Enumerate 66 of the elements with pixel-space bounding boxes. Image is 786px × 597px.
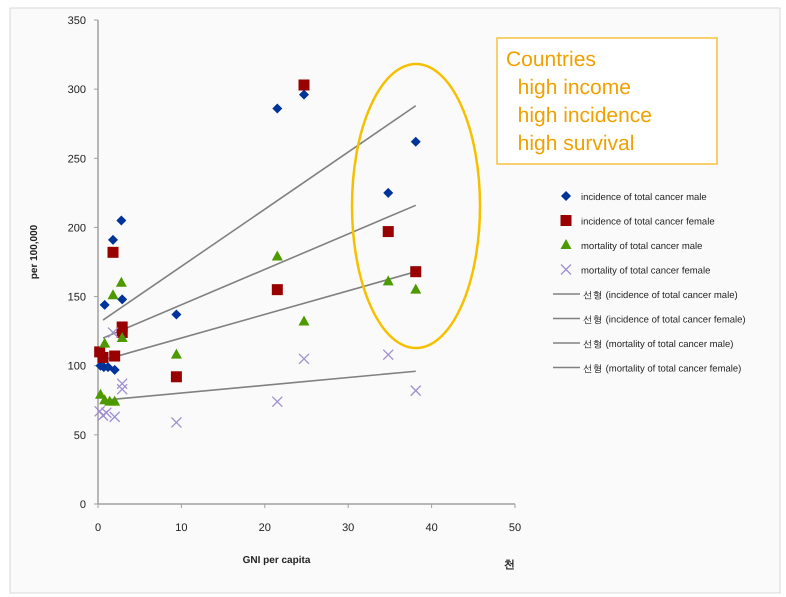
point — [272, 396, 283, 408]
y-tick-label: 100 — [68, 360, 86, 373]
x-axis-title: GNI per capita — [242, 555, 311, 566]
x-tick-label: 10 — [175, 522, 188, 534]
text: 천 — [504, 559, 515, 571]
point — [410, 266, 422, 278]
point — [98, 352, 109, 363]
legend-label: 선형 (mortality of total cancer male) — [583, 339, 734, 350]
point — [116, 384, 128, 395]
legend-label: 선형 (incidence of total cancer male) — [583, 290, 738, 301]
y-tick-label: 350 — [68, 15, 86, 27]
point — [272, 250, 283, 260]
y-tick-label: 150 — [68, 292, 86, 304]
x-tick-label: 50 — [508, 522, 522, 534]
point — [116, 378, 128, 390]
point — [107, 326, 119, 338]
point — [410, 136, 421, 147]
point — [298, 353, 310, 364]
point — [170, 348, 182, 359]
point — [108, 246, 119, 258]
annotation: Countries high income high incidence high survival — [506, 48, 652, 155]
y-tick-label: 200 — [68, 222, 86, 234]
point — [383, 188, 394, 198]
point — [382, 226, 394, 238]
point — [109, 350, 120, 362]
point — [100, 407, 112, 418]
point — [117, 294, 128, 304]
legend-label: incidence of total cancer male — [581, 192, 707, 203]
point — [94, 406, 106, 417]
point — [116, 332, 128, 342]
point — [170, 371, 182, 382]
point — [116, 216, 126, 226]
legend-label: incidence of total cancer female — [581, 216, 715, 228]
y-tick-label: 50 — [74, 430, 86, 442]
point — [108, 234, 118, 245]
point — [109, 411, 120, 423]
y-tick-label: 0 — [80, 499, 86, 511]
point — [382, 349, 394, 360]
point — [410, 384, 422, 396]
legend-label: mortality of total cancer male — [581, 241, 702, 252]
point — [298, 79, 310, 90]
legend-label: 선형 (incidence of total cancer female) — [583, 314, 746, 326]
point — [410, 284, 422, 294]
y-axis-title: per 100,000 — [29, 224, 40, 280]
x-tick-label: 30 — [342, 522, 354, 534]
point — [171, 310, 182, 320]
point — [109, 396, 120, 406]
point — [100, 300, 110, 310]
point — [170, 416, 182, 428]
x-tick-label: 40 — [425, 522, 438, 534]
point — [272, 284, 283, 296]
point — [116, 276, 127, 287]
y-tick-label: 250 — [68, 153, 86, 166]
point — [299, 90, 309, 100]
point — [110, 364, 120, 375]
point — [382, 275, 394, 286]
x-tick-label: 20 — [258, 522, 271, 534]
point — [99, 338, 110, 348]
point — [272, 104, 282, 114]
y-tick-label: 300 — [68, 84, 86, 96]
legend-label: mortality of total cancer female — [581, 266, 710, 276]
point — [108, 289, 119, 300]
x-tick-label: 0 — [94, 522, 102, 534]
point — [298, 315, 310, 326]
point — [97, 410, 109, 422]
legend-label: 선형 (mortality of total cancer female) — [583, 364, 742, 374]
